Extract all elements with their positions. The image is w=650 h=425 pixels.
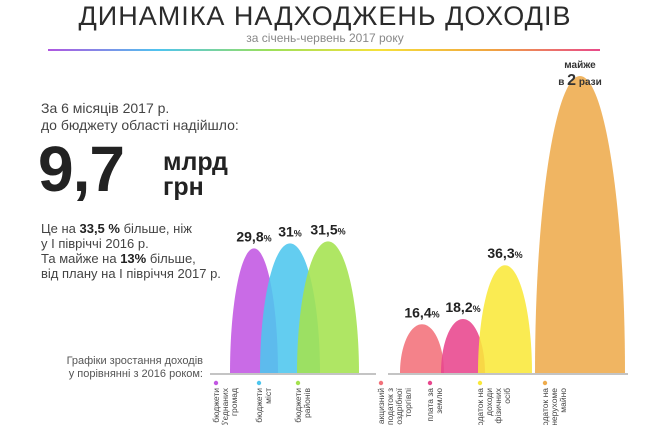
annotation-line-2: в 2 рази xyxy=(558,72,602,89)
intro-line-2: до бюджету області надійшло: xyxy=(41,117,239,133)
annotation-line-1: майже xyxy=(564,60,596,71)
unit-line-2: грн xyxy=(163,173,204,201)
comparison-text: Це на 33,5 % більше, ніж у І півріччі 20… xyxy=(41,221,221,281)
bar-1-3 xyxy=(297,241,359,373)
svg-text:доходи: доходи xyxy=(484,388,494,416)
svg-text:акцизний: акцизний xyxy=(376,388,386,424)
bar-2-1 xyxy=(400,324,444,373)
svg-text:бюджети: бюджети xyxy=(254,388,264,423)
category-label-2-4: податок на нерухоме майно xyxy=(540,380,568,425)
comparison-line-1: Це на 33,5 % більше, ніж xyxy=(41,221,192,236)
svg-text:майно: майно xyxy=(558,388,568,413)
comparison-line-2: у І півріччі 2016 р. xyxy=(41,236,149,251)
svg-text:плата за: плата за xyxy=(425,388,435,422)
comparison-line-3: Та майже на 13% більше, xyxy=(41,251,196,266)
value-label-2-3: 36,3% xyxy=(487,245,522,261)
growth-caption-line-2: у порівнянні з 2016 роком: xyxy=(68,368,203,380)
value-label-1-2: 31% xyxy=(278,223,302,239)
chart-group-2: 16,4% акцизний податок з роздрібної торгівлі… xyxy=(376,60,628,425)
svg-text:осіб: осіб xyxy=(502,388,512,404)
value-label-2-1: 16,4% xyxy=(404,304,439,320)
svg-text:роздрібної: роздрібної xyxy=(394,387,404,425)
bar-2-2 xyxy=(441,318,485,373)
svg-text:фізичних: фізичних xyxy=(493,387,503,423)
svg-text:громад: громад xyxy=(229,388,239,416)
svg-text:податок з: податок з xyxy=(385,388,395,425)
svg-text:бюджети: бюджети xyxy=(293,388,303,423)
comparison-line-4: від плану на І півріччя 2017 р. xyxy=(41,266,221,281)
svg-text:нерухоме: нерухоме xyxy=(549,388,559,425)
total-revenue-unit: млрд грн xyxy=(163,150,228,200)
intro-line-1: За 6 місяців 2017 р. xyxy=(41,100,170,116)
title-divider xyxy=(48,49,600,51)
svg-text:податок на: податок на xyxy=(475,388,485,425)
category-label-1-3: бюджети районів xyxy=(293,380,312,423)
unit-line-1: млрд xyxy=(163,148,228,176)
bar-2-4 xyxy=(535,76,625,373)
growth-caption: Графіки зростання доходів у порівнянні з… xyxy=(46,355,203,381)
category-label-2-3: податок на доходи фізичних осіб xyxy=(475,380,512,425)
intro-text: За 6 місяців 2017 р. до бюджету області … xyxy=(41,100,239,134)
value-label-1-1: 29,8% xyxy=(236,228,271,244)
total-revenue-value: 9,7 xyxy=(38,133,125,205)
category-label-2-2: плата за землю xyxy=(425,380,444,422)
value-label-1-3: 31,5% xyxy=(310,221,345,237)
page-title: ДИНАМІКА НАДХОДЖЕНЬ ДОХОДІВ xyxy=(78,1,572,31)
category-label-1-2: бюджети міст xyxy=(254,380,273,423)
category-label-2-1: акцизний податок з роздрібної торгівлі xyxy=(376,380,413,425)
svg-text:бюджети: бюджети xyxy=(211,388,221,423)
svg-text:міст: міст xyxy=(263,388,273,404)
bar-2-3 xyxy=(478,265,532,373)
svg-text:районів: районів xyxy=(302,388,312,419)
svg-text:торгівлі: торгівлі xyxy=(403,388,413,418)
page-subtitle: за січень-червень 2017 року xyxy=(246,31,404,45)
svg-text:землю: землю xyxy=(434,387,444,413)
svg-text:об'єднаних: об'єднаних xyxy=(220,387,230,425)
svg-text:податок на: податок на xyxy=(540,388,550,425)
category-label-1-1: бюджети об'єднаних громад xyxy=(211,380,239,425)
value-label-2-2: 18,2% xyxy=(445,299,480,315)
growth-caption-line-1: Графіки зростання доходів xyxy=(66,355,203,367)
